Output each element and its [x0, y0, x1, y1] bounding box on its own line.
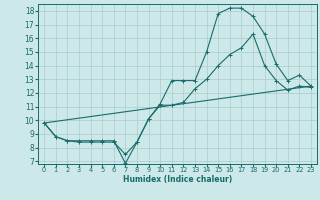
X-axis label: Humidex (Indice chaleur): Humidex (Indice chaleur) [123, 175, 232, 184]
